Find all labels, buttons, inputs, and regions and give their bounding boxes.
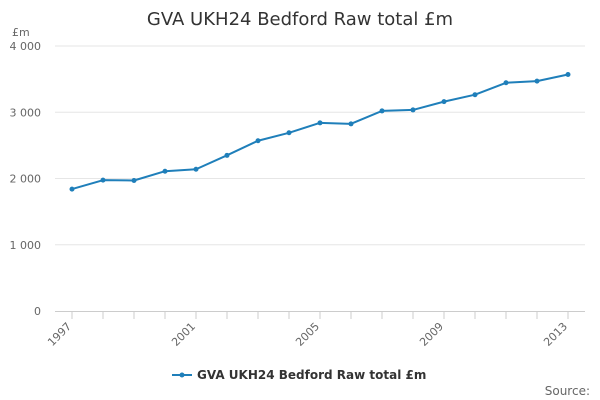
- x-axis: 1997 2001 2005 2009 2013: [45, 311, 585, 349]
- data-point[interactable]: [565, 71, 571, 77]
- legend-marker: [179, 372, 185, 378]
- data-point[interactable]: [379, 108, 385, 114]
- y-tick-label: 0: [34, 305, 41, 318]
- y-tick-label: 3 000: [10, 106, 42, 119]
- data-point[interactable]: [100, 177, 106, 183]
- data-point[interactable]: [534, 78, 540, 84]
- x-tick-label: 2005: [293, 320, 322, 349]
- data-point[interactable]: [503, 80, 509, 86]
- y-tick-label: 4 000: [10, 40, 42, 53]
- data-point[interactable]: [348, 121, 354, 127]
- data-point[interactable]: [286, 130, 292, 136]
- legend-label: GVA UKH24 Bedford Raw total £m: [197, 368, 426, 382]
- grid: [55, 45, 585, 246]
- data-point[interactable]: [410, 107, 416, 113]
- data-point[interactable]: [162, 168, 168, 174]
- y-axis-unit: £m: [12, 26, 30, 39]
- data-point[interactable]: [317, 120, 323, 126]
- legend[interactable]: GVA UKH24 Bedford Raw total £m: [172, 368, 426, 382]
- chart-title: GVA UKH24 Bedford Raw total £m: [147, 9, 453, 30]
- data-point[interactable]: [472, 92, 478, 98]
- y-tick-label: 1 000: [10, 239, 42, 252]
- data-point[interactable]: [131, 177, 137, 183]
- data-point[interactable]: [224, 152, 230, 158]
- x-tick-label: 2001: [169, 320, 198, 349]
- y-tick-label: 2 000: [10, 173, 42, 186]
- data-point[interactable]: [69, 186, 75, 192]
- source-label: Source:: [545, 384, 590, 398]
- x-tick-label: 2013: [541, 320, 570, 349]
- x-tick-label: 2009: [417, 320, 446, 349]
- y-axis: 0 1 000 2 000 3 000 4 000: [10, 40, 42, 318]
- data-point[interactable]: [441, 99, 447, 105]
- series-line: [71, 73, 569, 191]
- series-group: [69, 71, 571, 192]
- data-point[interactable]: [255, 138, 261, 144]
- x-tick-label: 1997: [45, 320, 74, 349]
- data-point[interactable]: [193, 166, 199, 172]
